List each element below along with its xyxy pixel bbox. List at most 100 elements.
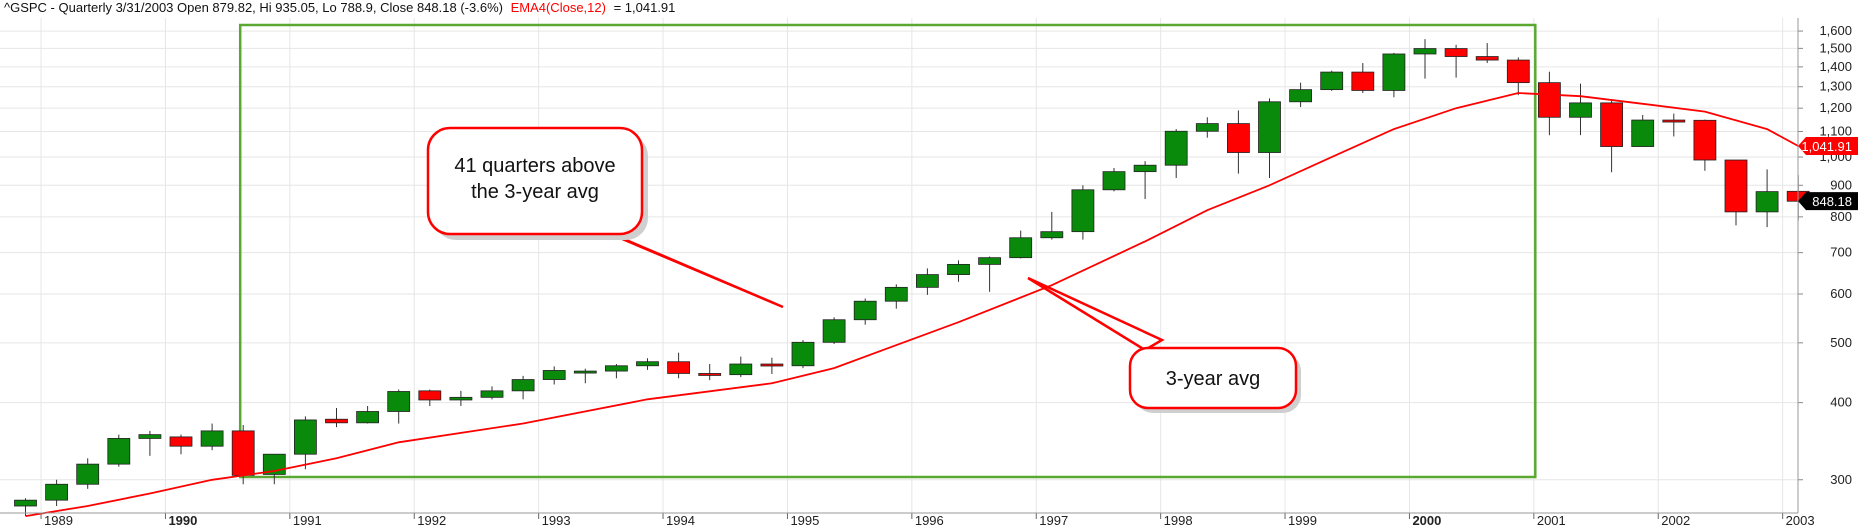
candle — [449, 390, 473, 407]
candle — [1569, 83, 1592, 136]
candle — [1538, 71, 1561, 136]
callout-quarters-line2: the 3-year avg — [471, 181, 599, 203]
callout-quarters-line1: 41 quarters above — [454, 155, 615, 177]
candle — [1662, 113, 1686, 137]
candle-body-up — [480, 390, 504, 398]
x-tick-label: 1991 — [293, 513, 322, 528]
candle — [1475, 43, 1499, 64]
candle — [138, 430, 162, 456]
candle-body-up — [1320, 71, 1344, 91]
candle — [1351, 63, 1375, 93]
candle-body-up — [1289, 89, 1312, 103]
x-tick-label: 1989 — [44, 513, 73, 528]
candle — [387, 389, 411, 424]
y-tick-label: 300 — [1830, 472, 1852, 487]
x-tick-label: 2000 — [1412, 513, 1441, 528]
candle-body-up — [200, 430, 224, 447]
candle — [1724, 159, 1748, 226]
candle-body-up — [1102, 171, 1126, 191]
ema-value-tag-text: 1,041.91 — [1801, 139, 1852, 154]
candle — [356, 406, 380, 424]
candle — [1382, 52, 1406, 98]
candle-body-up — [1631, 119, 1655, 147]
y-tick-label: 1,100 — [1819, 124, 1852, 139]
candle — [542, 366, 566, 385]
candle-body-up — [573, 370, 597, 374]
candle — [45, 479, 68, 507]
candle-body-up — [293, 419, 317, 455]
candle — [1506, 57, 1530, 96]
candle — [1195, 117, 1219, 138]
y-tick-label: 500 — [1830, 335, 1852, 350]
candle-body-up — [1755, 191, 1779, 213]
candle-body-up — [1195, 123, 1219, 132]
callout-avg: 3-year avg — [1027, 276, 1301, 413]
candle-body-up — [387, 391, 411, 412]
candle — [822, 317, 846, 344]
candle — [1444, 44, 1468, 78]
x-tick-label: 1997 — [1039, 513, 1068, 528]
candle-body-up — [356, 411, 380, 424]
candle — [760, 357, 784, 375]
candle — [853, 298, 877, 325]
candle-body-up — [1009, 237, 1033, 259]
candle — [511, 375, 535, 400]
y-tick-label: 800 — [1830, 209, 1852, 224]
highlight-box — [238, 23, 1537, 479]
candle — [325, 408, 348, 428]
candle-body-down — [667, 361, 690, 374]
close-value-tag-text: 848.18 — [1812, 194, 1852, 209]
axis-layer: 3004005006007008009001,0001,1001,2001,30… — [0, 18, 1858, 528]
callout-avg-box — [1128, 346, 1298, 410]
candle-body-up — [1164, 130, 1188, 166]
candle — [1693, 119, 1717, 171]
y-tick-label: 1,600 — [1819, 23, 1852, 38]
y-tick-label: 1,400 — [1819, 59, 1852, 74]
candle-body-down — [1662, 119, 1686, 123]
candle-body-up — [916, 274, 939, 288]
candle-body-down — [1506, 59, 1530, 84]
y-tick-label: 700 — [1830, 245, 1852, 260]
candle-body-up — [1071, 189, 1095, 233]
y-tick-label: 900 — [1830, 177, 1852, 192]
candle — [605, 364, 628, 379]
candle — [1164, 129, 1188, 178]
candle-body-down — [1600, 102, 1623, 147]
candle-body-up — [884, 286, 908, 302]
candle — [1289, 82, 1312, 108]
candle-body-up — [1133, 164, 1157, 173]
candle-body-up — [636, 361, 659, 367]
candle — [1631, 114, 1655, 147]
x-tick-label: 2002 — [1661, 513, 1690, 528]
callout-quarters-box — [426, 126, 644, 236]
candle — [573, 368, 597, 384]
candle-body-down — [231, 430, 255, 476]
candle-body-up — [853, 300, 877, 321]
x-tick-label: 1993 — [542, 513, 571, 528]
candle-body-up — [14, 499, 37, 507]
candle — [667, 352, 690, 379]
callout-quarters: 41 quarters above the 3-year avg — [426, 126, 784, 309]
ema-line — [25, 92, 1799, 517]
y-tick-label: 600 — [1830, 286, 1852, 301]
candle — [1600, 99, 1623, 173]
candle — [698, 364, 722, 381]
candle-body-down — [418, 390, 442, 401]
candle-body-up — [1413, 48, 1437, 55]
y-tick-label: 400 — [1830, 395, 1852, 410]
candle-body-down — [1444, 48, 1468, 57]
x-tick-label: 2003 — [1786, 513, 1815, 528]
indicator-name: EMA4(Close,12) — [511, 0, 606, 15]
candle-body-up — [542, 370, 566, 380]
candle — [978, 256, 1001, 292]
candle-body-up — [1258, 101, 1281, 153]
ema-layer — [25, 92, 1799, 517]
x-tick-label: 1998 — [1164, 513, 1193, 528]
x-tick-label: 1999 — [1288, 513, 1317, 528]
candle-body-down — [1227, 123, 1250, 153]
candle — [1040, 211, 1064, 240]
symbol-info: ^GSPC - Quarterly 3/31/2003 Open 879.82,… — [4, 0, 503, 15]
ema-value-tag: 1,041.91 — [1798, 137, 1858, 156]
ema-value-tag-bg — [1798, 137, 1858, 156]
